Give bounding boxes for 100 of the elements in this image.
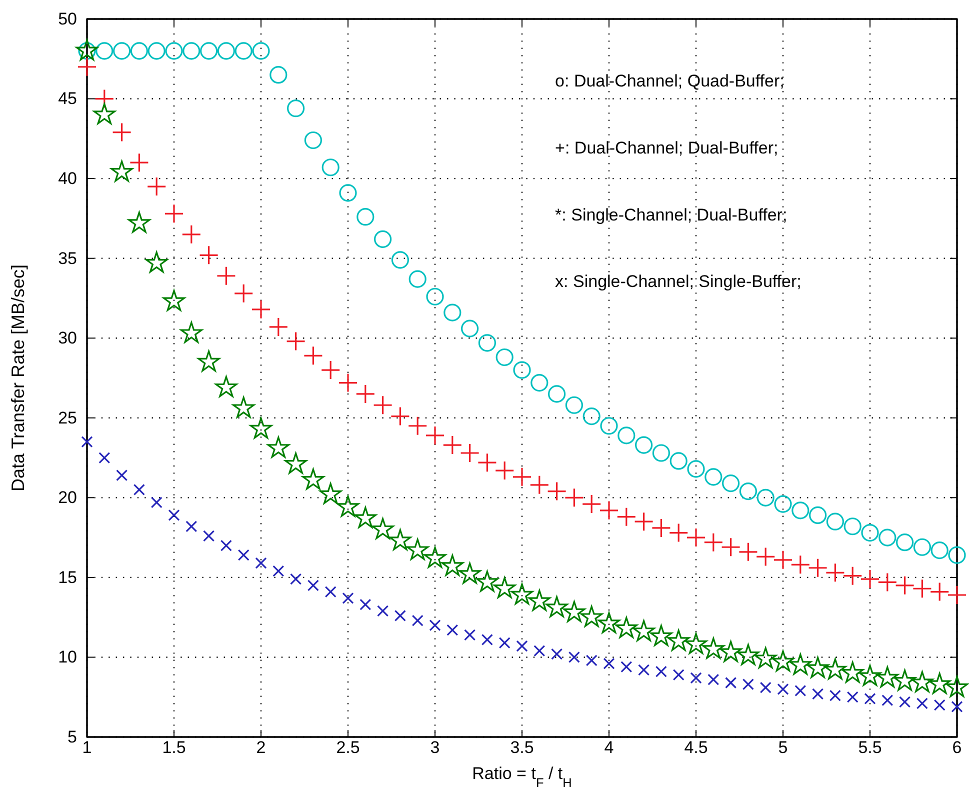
point <box>829 690 841 702</box>
point <box>270 66 288 84</box>
point <box>528 590 550 611</box>
point <box>133 484 145 496</box>
point <box>878 528 896 546</box>
point <box>338 372 358 393</box>
point <box>96 42 114 60</box>
x-axis-title: Ratio = t$_{F}$ / t$_{H}$ <box>472 764 572 787</box>
y-tick-label: 20 <box>58 488 77 508</box>
point <box>702 638 724 659</box>
point <box>322 158 340 176</box>
point <box>913 538 931 556</box>
y-tick-label: 30 <box>58 328 77 348</box>
point <box>615 616 638 638</box>
point <box>928 672 951 694</box>
point <box>320 360 340 380</box>
point <box>356 384 376 404</box>
point <box>794 684 806 697</box>
annotation: x: Single-Channel; Single-Buffer; <box>555 272 802 292</box>
point <box>530 475 550 495</box>
point <box>568 651 580 664</box>
point <box>947 585 967 605</box>
point <box>739 482 757 500</box>
point <box>272 565 284 577</box>
point <box>199 245 219 265</box>
point <box>864 692 876 705</box>
point <box>374 230 392 248</box>
point <box>220 540 232 552</box>
point <box>148 42 166 60</box>
point <box>809 506 827 524</box>
point <box>182 224 202 244</box>
point <box>408 270 426 288</box>
point <box>790 554 810 574</box>
point <box>687 460 705 478</box>
point <box>912 578 932 598</box>
point <box>128 212 150 233</box>
point <box>737 644 760 666</box>
point <box>373 395 393 415</box>
point <box>129 152 149 172</box>
point <box>946 676 968 698</box>
point <box>494 577 516 598</box>
point <box>391 251 409 269</box>
point <box>772 650 794 672</box>
point <box>930 582 950 602</box>
point <box>200 42 218 60</box>
point <box>586 654 598 666</box>
x-tick-label: 4.5 <box>684 738 708 758</box>
point <box>876 666 898 688</box>
point <box>634 512 654 532</box>
point <box>481 634 493 646</box>
point <box>603 658 615 670</box>
point <box>307 580 319 592</box>
point <box>672 668 684 681</box>
point <box>442 435 462 455</box>
point <box>882 694 894 706</box>
y-axis-title: Data Transfer Rate [MB/sec] <box>8 264 28 492</box>
x-tick-label: 6 <box>952 738 962 758</box>
point <box>412 614 424 626</box>
point <box>722 474 740 492</box>
point <box>512 467 532 487</box>
point <box>580 606 603 627</box>
point <box>668 522 688 543</box>
point <box>516 640 528 652</box>
point <box>547 481 567 502</box>
point <box>112 122 132 142</box>
point <box>267 436 290 458</box>
point <box>546 596 568 618</box>
point <box>429 620 441 632</box>
point <box>164 204 184 224</box>
point <box>844 518 862 536</box>
point <box>446 624 458 636</box>
point <box>287 100 305 118</box>
point <box>600 417 618 435</box>
point <box>406 538 429 560</box>
point <box>441 554 464 576</box>
x-tick-label: 2.5 <box>336 738 360 758</box>
y-tick-label: 25 <box>58 408 77 428</box>
point <box>686 528 706 548</box>
point <box>652 444 670 462</box>
point <box>756 488 774 506</box>
point <box>250 417 272 439</box>
y-tick-label: 50 <box>58 9 77 28</box>
point <box>650 624 672 646</box>
point <box>336 496 360 517</box>
point <box>426 288 444 306</box>
point <box>217 42 235 60</box>
point <box>806 656 829 678</box>
annotation: *: Single-Channel; Dual-Buffer; <box>555 205 788 224</box>
point <box>826 512 844 530</box>
point <box>478 334 496 352</box>
point <box>290 573 302 585</box>
x-tick-label: 3 <box>430 738 440 758</box>
point <box>94 88 114 109</box>
point <box>215 376 238 398</box>
point <box>389 529 412 550</box>
point <box>116 470 128 482</box>
point <box>372 518 394 540</box>
x-tick-label: 1.5 <box>162 738 186 758</box>
point <box>255 557 267 569</box>
point <box>690 672 702 684</box>
